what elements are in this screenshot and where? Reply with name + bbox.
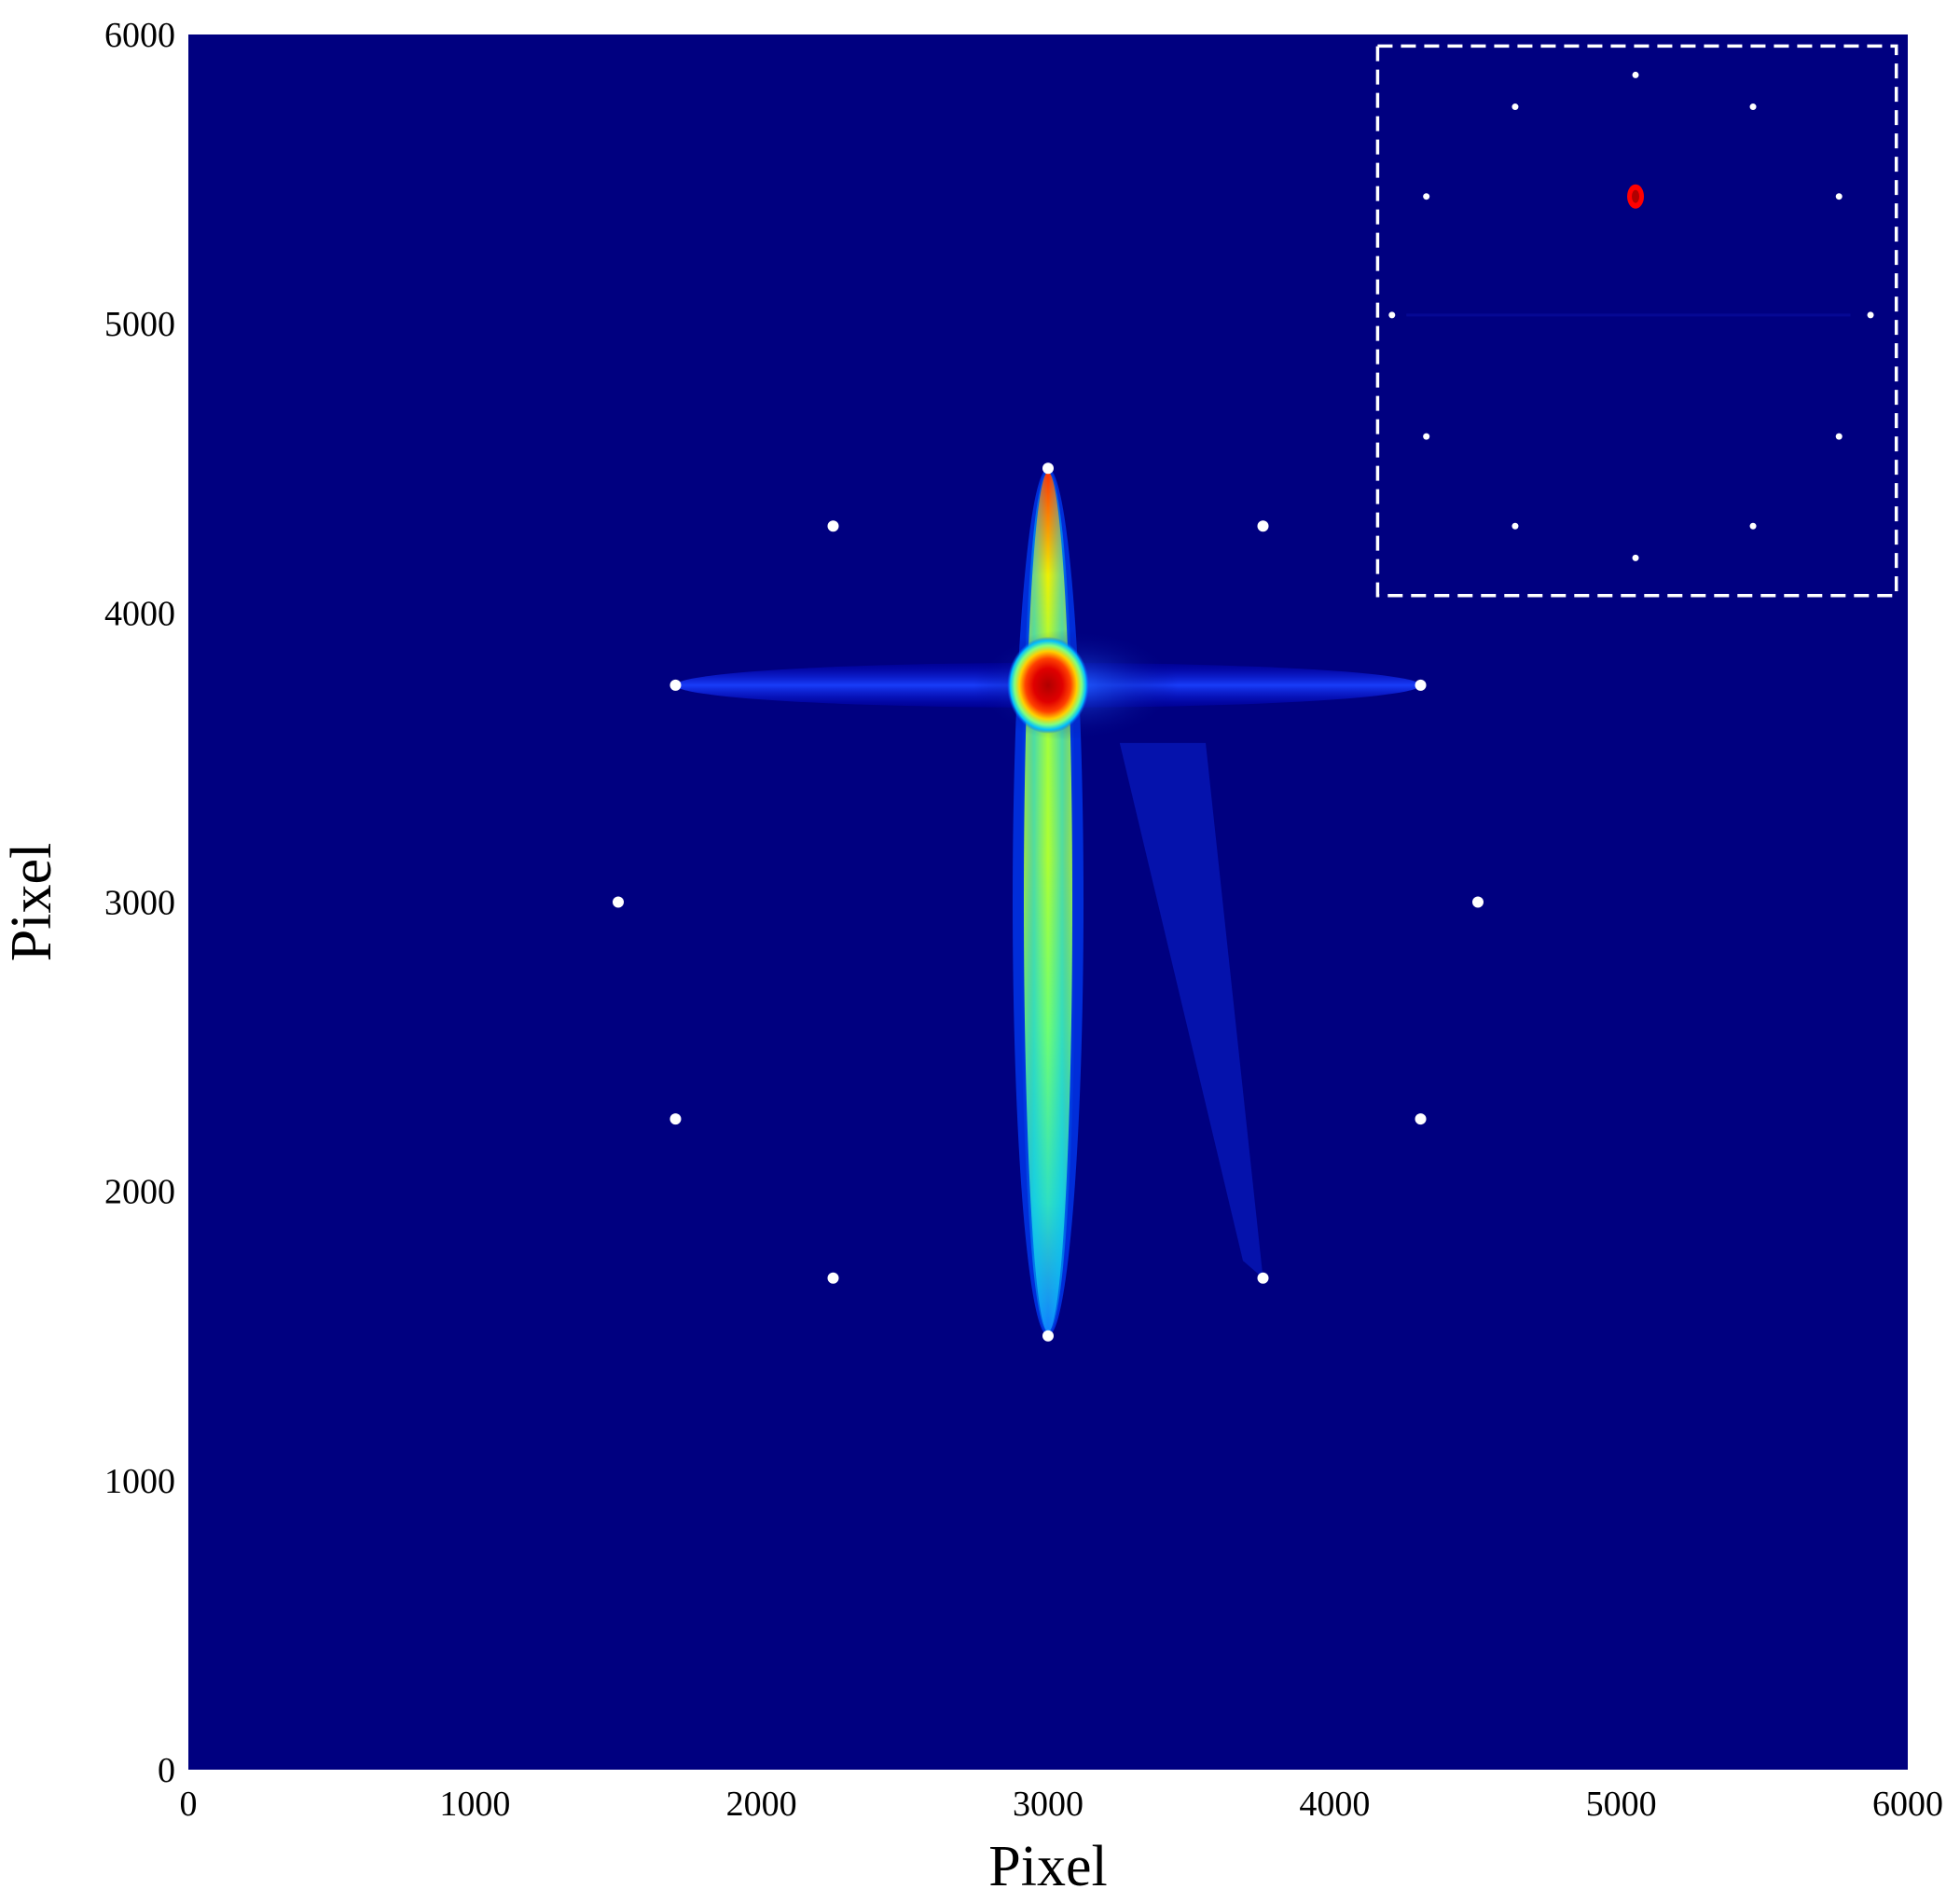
inset-point (1867, 311, 1874, 319)
data-point (613, 896, 624, 908)
inset-point (1632, 71, 1639, 78)
x-tick-label: 1000 (439, 1785, 510, 1824)
inset-point (1749, 103, 1757, 111)
x-tick-label: 0 (180, 1785, 198, 1824)
inset-point (1632, 554, 1639, 561)
y-axis-ticks: 0 1000 2000 3000 4000 5000 6000 (104, 16, 175, 1790)
hotspot (1007, 636, 1089, 734)
y-axis-title: Pixel (0, 843, 63, 961)
data-point (1257, 1272, 1269, 1284)
x-axis-title: Pixel (988, 1835, 1107, 1898)
inset-point (1388, 311, 1396, 319)
inset-point (1511, 522, 1519, 530)
inset-hotspot-core (1632, 189, 1640, 203)
diagonal-tail (1119, 742, 1263, 1278)
x-tick-label: 4000 (1299, 1785, 1370, 1824)
inset-border (1375, 44, 1898, 598)
y-tick-label: 5000 (104, 305, 175, 344)
inset-point (1423, 193, 1430, 200)
data-point (1415, 679, 1427, 691)
data-point (1042, 1330, 1054, 1342)
x-tick-label: 3000 (1013, 1785, 1084, 1824)
inset-panel (1375, 44, 1898, 598)
intensity-layer (675, 468, 1421, 1336)
inset-point (1511, 103, 1519, 111)
x-tick-label: 2000 (726, 1785, 797, 1824)
x-tick-label: 5000 (1586, 1785, 1657, 1824)
y-tick-label: 4000 (104, 594, 175, 633)
inset-point (1749, 522, 1757, 530)
y-tick-label: 2000 (104, 1173, 175, 1212)
x-tick-label: 6000 (1872, 1785, 1943, 1824)
data-point (827, 1272, 839, 1284)
data-point (1257, 520, 1269, 532)
y-tick-label: 0 (158, 1751, 175, 1790)
x-axis-ticks: 0 1000 2000 3000 4000 5000 6000 (180, 1785, 1944, 1824)
data-point (669, 1113, 682, 1125)
y-tick-label: 6000 (104, 16, 175, 55)
inset-point (1835, 433, 1843, 440)
marker-layer (613, 462, 1484, 1342)
y-tick-label: 1000 (104, 1462, 175, 1501)
data-point (1042, 462, 1054, 475)
data-point (1415, 1113, 1427, 1125)
y-tick-label: 3000 (104, 884, 175, 923)
inset-point (1835, 193, 1843, 200)
data-point (669, 679, 682, 691)
vertical-streak-edge (1020, 470, 1076, 1334)
data-point (827, 520, 839, 532)
data-point (1472, 896, 1484, 908)
inset-point (1423, 433, 1430, 440)
